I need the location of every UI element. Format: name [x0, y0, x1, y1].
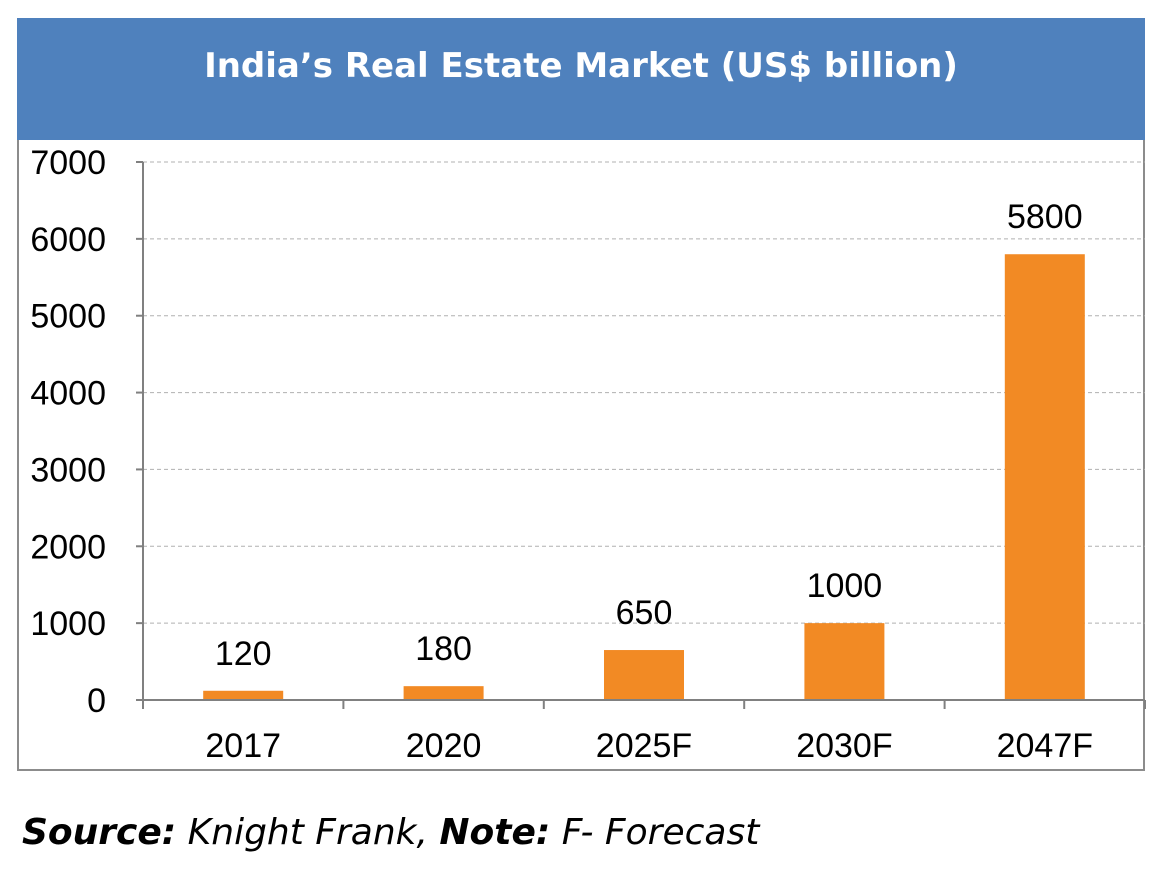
y-tick-label: 3000 — [30, 451, 106, 489]
y-tick-label: 2000 — [30, 528, 106, 566]
x-tick-label: 2047F — [997, 727, 1093, 765]
source-text: Knight Frank, — [176, 812, 440, 853]
y-tick-label: 1000 — [30, 605, 106, 643]
x-tick-label: 2025F — [596, 727, 692, 765]
source-note: Source: Knight Frank, Note: F- Forecast — [22, 812, 759, 853]
data-label: 120 — [215, 635, 272, 673]
data-label: 180 — [415, 630, 472, 668]
y-tick-label: 6000 — [30, 221, 106, 259]
bar — [604, 650, 684, 700]
labels: 0 1000 2000 3000 4000 5000 6000 7000 120 2017 180 2… — [30, 144, 1093, 765]
bar — [403, 686, 484, 700]
bar — [203, 690, 284, 700]
y-tick-label: 7000 — [30, 144, 106, 182]
chart-title: India’s Real Estate Market (US$ billion) — [17, 18, 1145, 140]
gridlines — [143, 161, 1145, 624]
y-tick-label: 5000 — [30, 298, 106, 336]
source-label: Source: — [22, 812, 177, 853]
axes — [136, 161, 1146, 709]
y-tick-label: 4000 — [30, 375, 106, 413]
data-label: 650 — [616, 594, 673, 632]
plot-frame — [17, 140, 1145, 771]
bar — [804, 623, 885, 700]
bar — [1004, 254, 1085, 700]
y-tick-label: 0 — [87, 682, 106, 720]
data-label: 5800 — [1007, 198, 1083, 236]
data-label: 1000 — [807, 567, 883, 605]
note-text: F- Forecast — [550, 812, 760, 853]
x-tick-label: 2020 — [406, 727, 482, 765]
x-tick-label: 2017 — [205, 727, 281, 765]
x-tick-label: 2030F — [796, 727, 892, 765]
note-label: Note: — [439, 812, 551, 853]
bars — [203, 254, 1085, 700]
